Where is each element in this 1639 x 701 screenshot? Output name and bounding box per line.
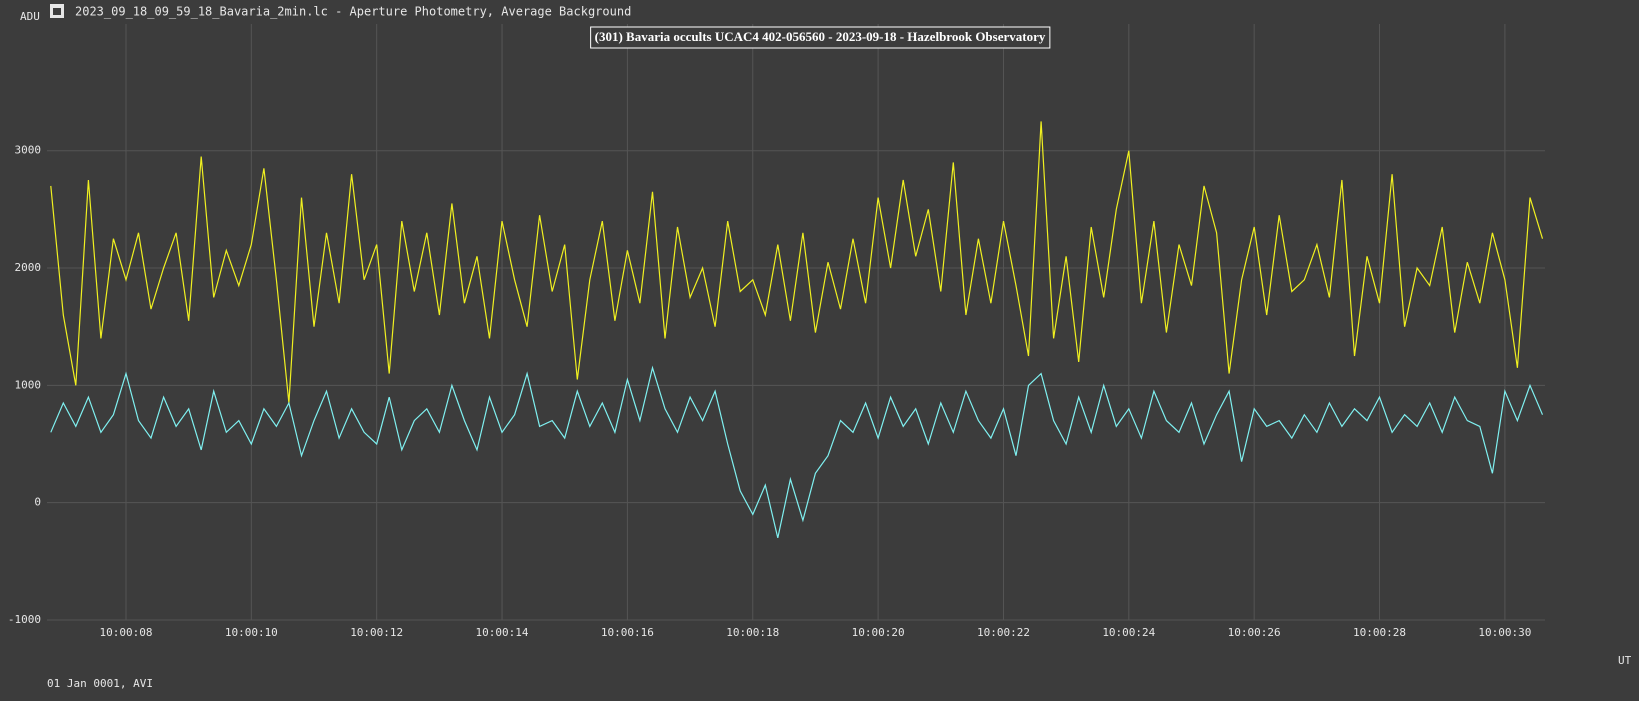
title-box <box>590 26 1051 49</box>
series-line <box>50 121 1544 404</box>
y-tick-label: 0 <box>34 496 41 509</box>
y-tick-label: 2000 <box>15 261 42 274</box>
x-tick-label: 10:00:26 <box>1228 626 1281 639</box>
x-tick-label: 10:00:18 <box>726 626 779 639</box>
x-tick-label: 10:00:30 <box>1478 626 1531 639</box>
x-tick-label: 10:00:14 <box>476 626 529 639</box>
x-tick-label: 10:00:28 <box>1353 626 1406 639</box>
x-tick-label: 10:00:08 <box>99 626 152 639</box>
y-tick-label: 3000 <box>15 144 42 157</box>
x-tick-label: 10:00:24 <box>1102 626 1155 639</box>
x-tick-label: 10:00:12 <box>350 626 403 639</box>
x-tick-label: 10:00:16 <box>601 626 654 639</box>
grid <box>47 24 1545 621</box>
footer: 01 Jan 0001, AVI <box>47 677 153 690</box>
plot <box>50 121 1544 539</box>
x-axis-label: UT <box>1618 654 1632 667</box>
x-tick-label: 10:00:22 <box>977 626 1030 639</box>
x-tick-label: 10:00:20 <box>852 626 905 639</box>
app-icon-inner <box>53 8 61 15</box>
y-tick-label: -1000 <box>8 613 41 626</box>
chart-title: (301) Bavaria occults UCAC4 402-056560 -… <box>595 29 1046 44</box>
window-title: 2023_09_18_09_59_18_Bavaria_2min.lc - Ap… <box>75 5 631 19</box>
x-tick-label: 10:00:10 <box>225 626 278 639</box>
y-tick-label: 1000 <box>15 378 42 391</box>
series-line <box>50 365 1544 539</box>
y-axis-label: ADU <box>20 10 40 23</box>
